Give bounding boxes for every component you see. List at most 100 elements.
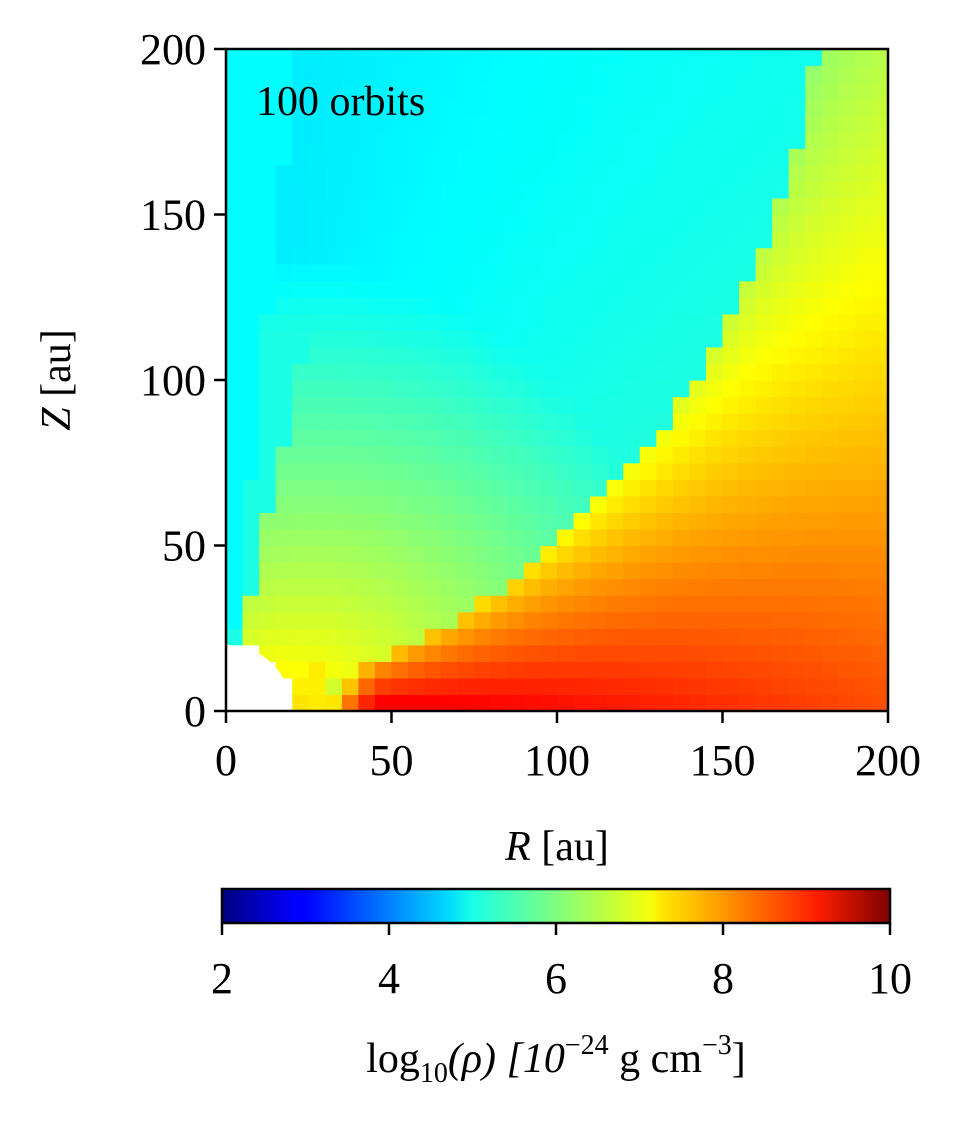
heatmap-cell (656, 595, 674, 613)
heatmap-cell (656, 98, 674, 116)
heatmap-cell (358, 231, 376, 249)
heatmap-cell (474, 164, 492, 182)
heatmap-cell (672, 628, 690, 646)
heatmap-cell (705, 413, 724, 431)
heatmap-cell (705, 231, 724, 249)
heatmap-cell (606, 429, 624, 447)
heatmap-cell (259, 214, 277, 232)
heatmap-cell (242, 462, 260, 480)
heatmap-cell (590, 644, 608, 662)
heatmap-cell (507, 446, 525, 464)
heatmap-cell (490, 98, 508, 116)
heatmap-cell (788, 528, 806, 547)
heatmap-cell (788, 164, 806, 182)
heatmap-cell (424, 181, 442, 199)
heatmap-cell (523, 280, 542, 298)
heatmap-cell (408, 264, 426, 282)
heatmap-cell (623, 164, 641, 182)
heatmap-cell (854, 495, 873, 513)
heatmap-cell (341, 346, 359, 365)
heatmap-cell (408, 380, 426, 398)
heatmap-cell (656, 578, 674, 596)
heatmap-cell (540, 661, 558, 679)
heatmap-cell (358, 611, 376, 629)
heatmap-cell (242, 562, 260, 580)
heatmap-cell (722, 611, 740, 629)
heatmap-cell (292, 181, 310, 199)
heatmap-cell (358, 578, 376, 596)
heatmap-cell (739, 363, 757, 381)
heatmap-cell (540, 462, 558, 480)
heatmap-cell (689, 264, 707, 282)
heatmap-cell (408, 330, 426, 348)
heatmap-cell (226, 280, 244, 298)
heatmap-cell (474, 214, 492, 232)
heatmap-cell (838, 65, 856, 83)
heatmap-cell (259, 131, 277, 149)
heatmap-cell (507, 462, 525, 480)
heatmap-cell (424, 644, 442, 662)
heatmap-cell (540, 479, 558, 497)
heatmap-cell (540, 297, 558, 315)
heatmap-cell (242, 197, 260, 216)
heatmap-cell (325, 578, 343, 596)
heatmap-cell (226, 512, 244, 530)
heatmap-cell (606, 247, 624, 265)
heatmap-cell (689, 313, 707, 331)
heatmap-cell (755, 611, 773, 629)
heatmap-cell (242, 346, 260, 365)
heatmap-cell (689, 131, 707, 149)
heatmap-cell (606, 197, 624, 216)
heatmap-cell (805, 197, 823, 216)
heatmap-cell (590, 429, 608, 447)
heatmap-cell (358, 694, 376, 711)
heatmap-cell (821, 396, 839, 414)
heatmap-cell (374, 677, 393, 696)
heatmap-cell (755, 49, 773, 67)
heatmap-cell (308, 495, 326, 513)
heatmap-cell (341, 115, 359, 133)
heatmap-cell (341, 628, 359, 646)
heatmap-cell (325, 595, 343, 613)
heatmap-cell (226, 82, 244, 100)
heatmap-cell (275, 197, 293, 216)
heatmap-cell (854, 661, 873, 679)
heatmap-cell (739, 346, 757, 365)
heatmap-cell (705, 512, 724, 530)
heatmap-cell (656, 131, 674, 149)
heatmap-cell (226, 181, 244, 199)
heatmap-cell (325, 528, 343, 547)
heatmap-cell (871, 495, 888, 513)
heatmap-cell (474, 82, 492, 100)
heatmap-cell (739, 396, 757, 414)
heatmap-cell (854, 264, 873, 282)
heatmap-cell (325, 297, 343, 315)
heatmap-cell (374, 346, 393, 365)
heatmap-cell (705, 297, 724, 315)
heatmap-cell (772, 313, 790, 331)
heatmap-cell (705, 214, 724, 232)
heatmap-cell (573, 363, 591, 381)
heatmap-cell (821, 462, 839, 480)
heatmap-cell (408, 115, 426, 133)
heatmap-cell (341, 495, 359, 513)
heatmap-cell (705, 115, 724, 133)
heatmap-cell (821, 313, 839, 331)
heatmap-cell (358, 677, 376, 696)
heatmap-cell (656, 479, 674, 497)
heatmap-cell (292, 49, 310, 67)
heatmap-cell (441, 380, 459, 398)
heatmap-cell (540, 346, 558, 365)
heatmap-cell (639, 545, 657, 563)
heatmap-cell (507, 82, 525, 100)
heatmap-cell (408, 247, 426, 265)
heatmap-cell (854, 396, 873, 414)
heatmap-cell (557, 131, 575, 149)
heatmap-cell (507, 231, 525, 249)
heatmap-cell (656, 694, 674, 711)
heatmap-cell (772, 98, 790, 116)
heatmap-cell (358, 164, 376, 182)
heatmap-cell (788, 49, 806, 67)
heatmap-cell (788, 644, 806, 662)
heatmap-cell (523, 82, 542, 100)
